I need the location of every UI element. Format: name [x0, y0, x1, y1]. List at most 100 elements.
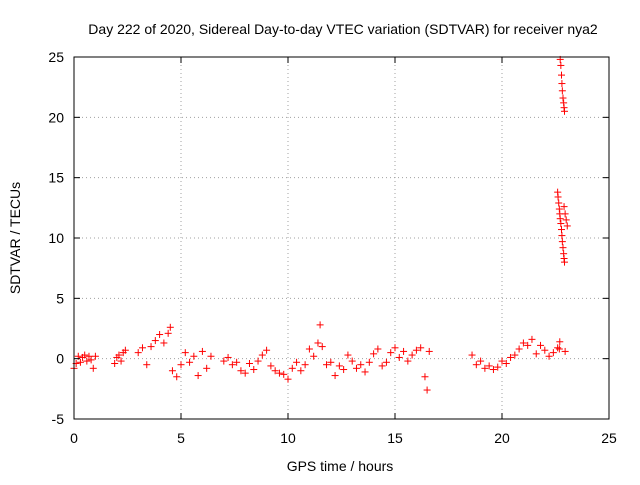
axes	[73, 56, 610, 420]
data-point	[502, 359, 510, 367]
data-point	[186, 358, 194, 366]
data-point	[378, 362, 386, 370]
data-point	[557, 226, 565, 234]
data-point	[198, 347, 206, 355]
data-point	[151, 337, 159, 345]
y-tick-label: 5	[56, 290, 64, 306]
data-point	[532, 350, 540, 358]
data-point	[524, 341, 532, 349]
data-point	[558, 232, 566, 240]
data-point	[560, 107, 568, 115]
data-point	[560, 258, 568, 266]
y-tick-label: 20	[48, 109, 64, 125]
data-point	[477, 357, 485, 365]
data-point	[117, 357, 125, 365]
data-point	[203, 364, 211, 372]
data-point	[561, 210, 569, 218]
data-point	[164, 329, 172, 337]
data-point	[293, 358, 301, 366]
data-point	[331, 372, 339, 380]
x-tick-label: 5	[177, 430, 185, 446]
data-point	[250, 366, 258, 374]
data-point	[138, 344, 146, 352]
data-point	[228, 361, 236, 369]
data-point	[267, 362, 275, 370]
data-point	[318, 343, 326, 351]
data-point	[370, 350, 378, 358]
y-tick-label: -5	[52, 411, 65, 427]
y-tick-label: 10	[48, 230, 64, 246]
data-point	[421, 373, 429, 381]
data-point	[147, 343, 155, 351]
data-point	[352, 364, 360, 372]
data-point	[557, 220, 565, 228]
data-point	[314, 339, 322, 347]
data-point	[301, 361, 309, 369]
chart-title: Day 222 of 2020, Sidereal Day-to-day VTE…	[88, 21, 598, 37]
data-point	[408, 351, 416, 359]
data-point	[340, 366, 348, 374]
data-point	[387, 349, 395, 357]
data-points	[70, 55, 571, 394]
data-point	[528, 335, 536, 343]
data-point	[115, 351, 123, 359]
data-point	[361, 368, 369, 376]
data-point	[81, 351, 89, 359]
data-point	[83, 357, 91, 365]
data-point	[177, 361, 185, 369]
data-point	[549, 349, 557, 357]
data-point	[233, 358, 241, 366]
y-tick-label: 25	[48, 49, 64, 65]
data-point	[559, 244, 567, 252]
data-point	[395, 353, 403, 361]
data-point	[254, 357, 262, 365]
data-point	[224, 353, 232, 361]
data-point	[374, 345, 382, 353]
data-point	[555, 345, 563, 353]
x-tick-label: 20	[494, 430, 510, 446]
data-point	[173, 373, 181, 381]
data-point	[425, 347, 433, 355]
data-point	[561, 347, 569, 355]
data-point	[181, 349, 189, 357]
data-point	[556, 338, 564, 346]
data-point	[468, 351, 476, 359]
data-point	[485, 362, 493, 370]
data-point	[481, 364, 489, 372]
data-point	[258, 351, 266, 359]
data-point	[87, 356, 95, 364]
data-point	[519, 339, 527, 347]
data-point	[160, 339, 168, 347]
data-point	[237, 367, 245, 375]
data-point	[111, 359, 119, 367]
data-point	[89, 364, 97, 372]
data-point	[472, 361, 480, 369]
data-point	[288, 364, 296, 372]
data-point	[404, 357, 412, 365]
data-point	[558, 87, 566, 95]
data-point	[156, 331, 164, 339]
data-point	[417, 344, 425, 352]
data-point	[515, 345, 523, 353]
data-point	[335, 362, 343, 370]
tick-labels: 0 5 10 15 20 25 -5 0 5 10 15 20 25	[48, 49, 617, 446]
data-point	[562, 216, 570, 224]
data-point	[143, 361, 151, 369]
data-point	[412, 346, 420, 354]
data-point	[134, 349, 142, 357]
data-point	[400, 347, 408, 355]
data-point	[557, 71, 565, 79]
data-point	[194, 372, 202, 380]
data-point	[365, 358, 373, 366]
x-tick-label: 25	[601, 430, 617, 446]
data-point	[220, 357, 228, 365]
data-point	[545, 352, 553, 360]
data-point	[554, 344, 562, 352]
data-point	[190, 352, 198, 360]
data-point	[323, 361, 331, 369]
data-point	[382, 358, 390, 366]
data-point	[297, 367, 305, 375]
x-tick-label: 10	[280, 430, 296, 446]
